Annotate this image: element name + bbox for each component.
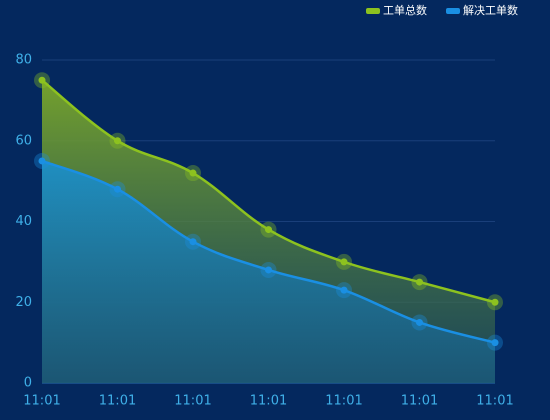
y-tick-label: 20 xyxy=(15,295,32,310)
x-tick-label: 11:01 xyxy=(325,394,362,409)
y-tick-label: 40 xyxy=(15,214,32,229)
x-tick-label: 11:01 xyxy=(174,394,211,409)
legend-swatch xyxy=(366,8,380,14)
point xyxy=(491,339,499,347)
x-tick-label: 11:01 xyxy=(99,394,136,409)
legend-label: 解决工单数 xyxy=(463,3,518,17)
point xyxy=(491,298,499,306)
x-tick-label: 11:01 xyxy=(250,394,287,409)
point xyxy=(340,286,348,294)
y-tick-label: 0 xyxy=(24,376,32,391)
legend-label: 工单总数 xyxy=(383,3,427,17)
y-tick-label: 80 xyxy=(15,53,32,68)
x-tick-label: 11:01 xyxy=(476,394,513,409)
point xyxy=(114,137,121,145)
point xyxy=(340,258,348,266)
point xyxy=(189,169,197,177)
point xyxy=(114,185,121,193)
point xyxy=(416,278,423,286)
point xyxy=(265,226,272,234)
x-tick-label: 11:01 xyxy=(23,394,60,409)
point xyxy=(189,238,197,246)
point xyxy=(38,157,46,165)
y-tick-label: 60 xyxy=(15,133,32,148)
x-tick-label: 11:01 xyxy=(401,394,438,409)
legend-swatch xyxy=(446,8,460,14)
point xyxy=(265,266,272,274)
point xyxy=(416,318,423,326)
point xyxy=(38,76,46,84)
